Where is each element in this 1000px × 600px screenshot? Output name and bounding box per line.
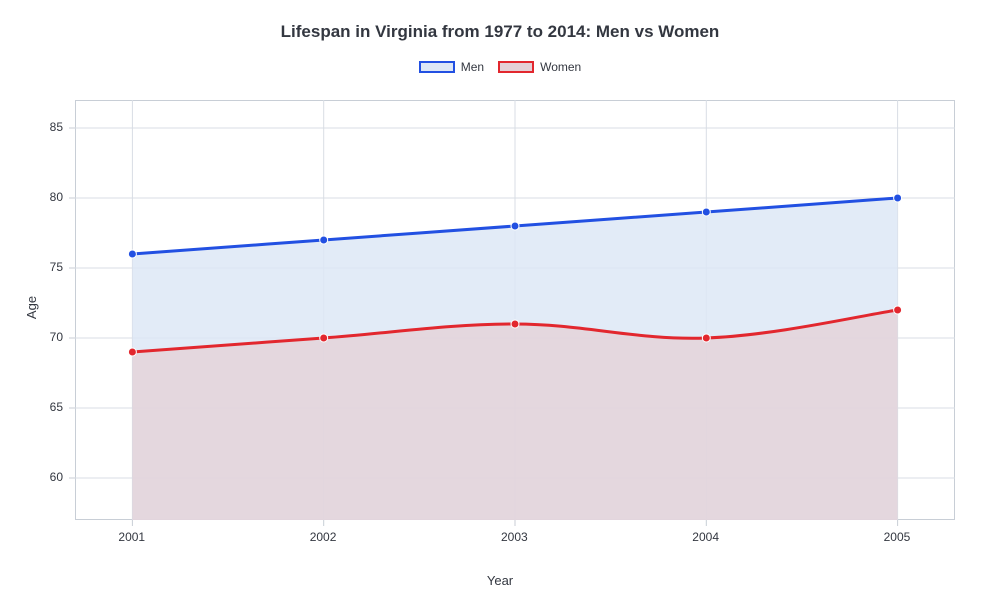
y-tick-label: 85 [50, 120, 63, 134]
x-axis-label: Year [0, 573, 1000, 588]
y-tick-label: 75 [50, 260, 63, 274]
x-tick-label: 2005 [884, 530, 911, 544]
x-tick-label: 2001 [118, 530, 145, 544]
chart-svg [75, 100, 955, 520]
legend-label-women: Women [540, 60, 581, 74]
y-tick-label: 60 [50, 470, 63, 484]
chart-title: Lifespan in Virginia from 1977 to 2014: … [0, 0, 1000, 42]
plot-area [75, 100, 955, 520]
y-tick-label: 70 [50, 330, 63, 344]
x-tick-label: 2003 [501, 530, 528, 544]
legend-item-women[interactable]: Women [498, 60, 581, 74]
y-tick-label: 80 [50, 190, 63, 204]
legend-label-men: Men [461, 60, 484, 74]
y-axis-label: Age [24, 296, 39, 319]
legend-swatch-men [419, 61, 455, 73]
y-tick-label: 65 [50, 400, 63, 414]
legend-item-men[interactable]: Men [419, 60, 484, 74]
x-tick-label: 2002 [310, 530, 337, 544]
x-tick-label: 2004 [692, 530, 719, 544]
chart-container: Lifespan in Virginia from 1977 to 2014: … [0, 0, 1000, 600]
legend: Men Women [0, 60, 1000, 74]
legend-swatch-women [498, 61, 534, 73]
